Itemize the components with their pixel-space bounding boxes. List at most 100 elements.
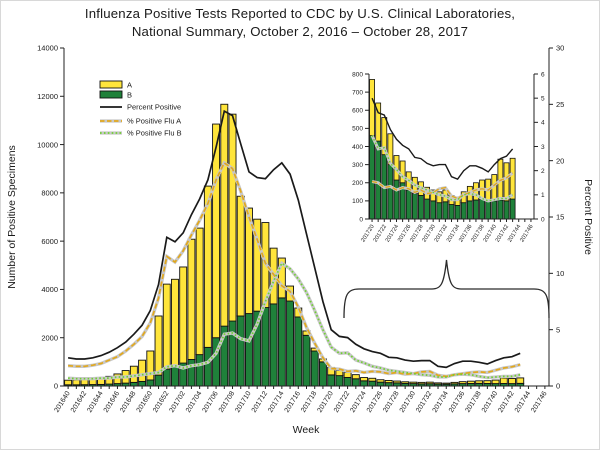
x-axis-title: Week (293, 424, 320, 436)
bar-b (228, 320, 237, 387)
left-tick-label: 300 (352, 162, 363, 169)
bar-b (327, 374, 336, 387)
legend-swatch-a (99, 80, 123, 89)
bar-b (424, 198, 430, 220)
inset-brace (343, 259, 550, 319)
bar-b (245, 313, 253, 387)
bar-b (491, 200, 498, 220)
bar-a (360, 377, 368, 382)
bar-b (387, 164, 394, 220)
bar-b (454, 205, 461, 220)
bar-b (430, 200, 437, 220)
bar-a (253, 218, 262, 312)
bar-a (171, 278, 179, 367)
bar-a (475, 380, 484, 384)
inset-chart-bars (369, 79, 516, 220)
chart-title-line1: Influenza Positive Tests Reported to CDC… (84, 6, 516, 21)
right-tick-label: 0 (541, 216, 545, 223)
bar-b (503, 200, 510, 220)
bar-b (162, 368, 171, 387)
bar-a (466, 380, 475, 384)
left-tick-label: 6000 (41, 237, 58, 246)
right-tick-label: 15 (556, 213, 564, 222)
main-chart-lines (67, 109, 521, 381)
bar-a (376, 379, 385, 383)
bar-a (417, 381, 426, 385)
left-tick-label: 200 (352, 180, 363, 187)
bar-a (436, 191, 443, 204)
right-tick-label: 0 (556, 382, 560, 391)
bar-a (399, 160, 406, 184)
bar-b (146, 379, 155, 387)
right-tick-label: 30 (556, 44, 564, 53)
bar-b (351, 378, 360, 387)
legend-label: % Positive Flu B (127, 129, 182, 138)
bar-b (405, 189, 412, 220)
bar-b (129, 381, 138, 387)
bar-a (483, 380, 492, 384)
percent-flu-a-line (68, 161, 521, 378)
left-tick-label: 100 (352, 198, 363, 205)
bar-a (245, 207, 253, 315)
bar-b (473, 199, 479, 220)
bar-a (509, 157, 516, 200)
bar-a (138, 359, 147, 382)
bar-a (277, 257, 286, 299)
bar-b (418, 195, 424, 220)
bar-a (220, 103, 229, 327)
bar-a (491, 379, 500, 385)
x-tick-label: 201746 (530, 390, 548, 414)
bar-a (384, 379, 393, 384)
main-chart: 0200040006000800010000120001400005101520… (37, 44, 564, 414)
right-tick-label: 5 (541, 96, 545, 103)
bar-b (369, 135, 375, 220)
bar-b (236, 315, 245, 387)
right-tick-label: 3 (541, 144, 545, 151)
legend-label: % Positive Flu A (127, 117, 181, 126)
left-tick-label: 4000 (41, 285, 58, 294)
left-tick-label: 8000 (41, 189, 58, 198)
bar-a (401, 381, 410, 384)
bar-b (269, 303, 278, 387)
flu-b-line-halo (67, 260, 521, 381)
bar-a (381, 117, 388, 156)
left-tick-label: 2000 (41, 333, 58, 342)
percent-positive-line (371, 97, 514, 180)
chart-title-line2: National Summary, October 2, 2016 – Octo… (131, 24, 469, 39)
bar-a (343, 372, 352, 378)
main-chart-bars (64, 103, 525, 387)
legend-label: B (127, 91, 132, 100)
bar-b (138, 380, 147, 387)
bar-a (430, 189, 437, 202)
bar-a (516, 377, 525, 384)
bar-b (393, 179, 400, 220)
bar-b (360, 380, 368, 387)
legend: AB Percent Positive % Positive Flu A % Posi… (99, 80, 182, 138)
bar-b (203, 346, 212, 387)
bar-a (72, 379, 81, 386)
bar-a (162, 283, 171, 370)
right-tick-label: 1 (541, 192, 545, 199)
right-tick-label: 20 (556, 156, 564, 165)
inset-chart: 0100200300400500600700800012345620172020… (352, 71, 545, 243)
bar-b (261, 307, 270, 387)
bar-b (509, 198, 516, 220)
bar-b (460, 202, 467, 220)
left-tick-label: 700 (352, 89, 363, 96)
bar-b (485, 199, 492, 220)
bar-a (64, 379, 73, 386)
bar-a (375, 102, 382, 142)
bar-b (436, 202, 443, 220)
bar-b (497, 199, 504, 220)
bar-b (375, 140, 382, 220)
bar-b (384, 382, 393, 387)
right-tick-label: 25 (556, 100, 564, 109)
bar-b (277, 297, 286, 387)
bar-a (236, 195, 245, 317)
bar-b (335, 375, 344, 387)
bar-a (146, 350, 155, 381)
bar-a (187, 238, 196, 360)
bar-a (392, 380, 401, 384)
bar-b (466, 200, 473, 220)
right-axis-title: Percent Positive (582, 179, 594, 255)
